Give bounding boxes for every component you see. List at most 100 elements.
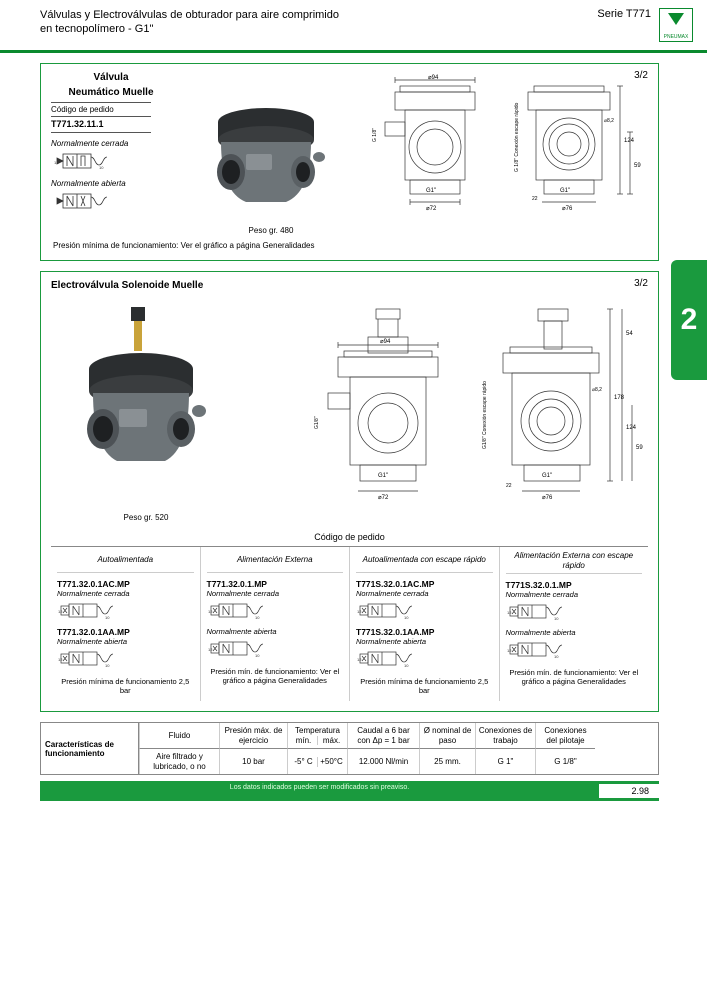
product-state: Normalmente abierta — [506, 628, 643, 637]
col-header: Autoalimentada — [57, 551, 194, 573]
series-label: Serie T771 — [597, 8, 651, 20]
tech-drawing-side-2: 178 124 59 54 ⌀76 G1" ⌀8,2 G1/8" Conexió… — [478, 299, 648, 522]
char-value-cell: -5° C+50°C — [287, 749, 347, 774]
order-column: Autoalimentada con escape rápido T771S.32… — [349, 547, 499, 701]
svg-text:12: 12 — [208, 647, 213, 652]
char-header-cell: Ø nominal de paso — [419, 723, 475, 749]
product-code: T771S.32.0.1AC.MP — [356, 579, 493, 589]
char-header-cell: Caudal a 6 bar con Δp = 1 bar — [347, 723, 419, 749]
svg-text:12: 12 — [54, 160, 59, 165]
char-value-cell: Aire filtrado y lubricado, o no — [139, 749, 219, 774]
symbol-icon: 1210 — [506, 640, 643, 660]
svg-text:124: 124 — [626, 425, 637, 431]
svg-text:10: 10 — [99, 165, 104, 170]
svg-text:10: 10 — [105, 615, 110, 620]
svg-text:10: 10 — [255, 615, 260, 620]
svg-text:⌀76: ⌀76 — [542, 495, 553, 501]
product-state: Normalmente cerrada — [356, 589, 493, 598]
char-header-cell: Conexiones del pilotaje — [535, 723, 595, 749]
header-rule — [0, 50, 707, 53]
footer-disclaimer: Los datos indicados pueden ser modificad… — [40, 784, 599, 798]
svg-text:59: 59 — [636, 445, 643, 451]
svg-text:G 1/8": G 1/8" — [372, 128, 378, 142]
header-line1: Válvulas y Electroválvulas de obturador … — [40, 8, 597, 22]
symbol-icon: 12 10 — [207, 639, 344, 659]
product-state: Normalmente abierta — [356, 637, 493, 646]
svg-text:⌀72: ⌀72 — [426, 206, 437, 212]
col-note: Presión mín. de funcionamiento: Ver el g… — [506, 668, 643, 686]
svg-text:10: 10 — [105, 663, 110, 668]
symbol-icon: 12 10 — [207, 601, 344, 621]
characteristics-table: Características de funcionamiento Fluido… — [40, 722, 659, 775]
tab-number: 2 — [681, 303, 698, 337]
svg-text:⌀8,2: ⌀8,2 — [604, 118, 614, 124]
symbol-icon: 12 10 — [356, 601, 493, 621]
valve-section-2: 3/2 Electroválvula Solenoide Muelle — [40, 271, 659, 712]
symbol-icon: 1210 — [356, 649, 493, 669]
symbol-icon: 12 10 — [57, 601, 194, 621]
svg-text:124: 124 — [624, 138, 635, 144]
weight-1: Peso gr. 480 — [191, 226, 351, 235]
tech-drawing-front-2: ⌀94 ⌀72 G1" G1/8" — [308, 299, 468, 522]
section2-title: Electroválvula Solenoide Muelle — [51, 280, 648, 291]
svg-text:54: 54 — [626, 331, 633, 337]
brand-name: PNEUMAX — [664, 34, 689, 40]
svg-text:G1/8" Conexión escape rápido: G1/8" Conexión escape rápido — [482, 381, 488, 449]
way-ratio: 3/2 — [634, 70, 648, 81]
char-value-cell: 10 bar — [219, 749, 287, 774]
char-value-cell: G 1" — [475, 749, 535, 774]
section1-title-l1: Válvula — [51, 72, 171, 83]
svg-text:10: 10 — [404, 663, 409, 668]
svg-text:⌀72: ⌀72 — [378, 495, 389, 501]
col-note: Presión mínima de funcionamiento 2,5 bar — [57, 677, 194, 695]
svg-text:10: 10 — [255, 653, 260, 658]
svg-text:12: 12 — [208, 609, 213, 614]
product-code: T771.32.0.1AC.MP — [57, 579, 194, 589]
code-header: Código de pedido — [51, 102, 151, 117]
svg-text:G1/8": G1/8" — [314, 416, 320, 429]
svg-text:12: 12 — [357, 609, 362, 614]
char-label: Características de funcionamiento — [41, 723, 139, 774]
order-column: AutoalimentadaT771.32.0.1AC.MPNormalment… — [51, 547, 200, 701]
svg-text:12: 12 — [507, 610, 512, 615]
svg-text:G 1/8" Conexión escape rápido: G 1/8" Conexión escape rápido — [514, 102, 520, 172]
state-na: Normalmente abierta — [51, 179, 181, 188]
order-column: Alimentación ExternaT771.32.0.1.MPNormal… — [200, 547, 350, 701]
symbol-icon: 1210 — [506, 602, 643, 622]
col-header: Alimentación Externa — [207, 551, 344, 573]
svg-text:G1": G1" — [542, 473, 552, 479]
svg-text:G1": G1" — [560, 188, 570, 194]
order-column: Alimentación Externa con escape rápidoT7… — [499, 547, 649, 701]
svg-text:12: 12 — [58, 609, 63, 614]
section1-note: Presión mínima de funcionamiento: Ver el… — [53, 241, 648, 250]
svg-text:⌀76: ⌀76 — [562, 206, 573, 212]
svg-text:22: 22 — [532, 196, 538, 202]
product-code: T771S.32.0.1AA.MP — [356, 627, 493, 637]
svg-text:178: 178 — [614, 395, 625, 401]
way-ratio-2: 3/2 — [634, 278, 648, 289]
col-note: Presión mín. de funcionamiento: Ver el g… — [207, 667, 344, 685]
symbol-icon: 12 10 — [57, 649, 194, 669]
char-header-cell: Fluido — [139, 723, 219, 749]
char-value-cell: G 1/8" — [535, 749, 595, 774]
col-note: Presión mínima de funcionamiento 2,5 bar — [356, 677, 493, 695]
valve-photo-2: Peso gr. 520 — [51, 299, 241, 522]
product-code: T771.32.0.1.MP — [207, 579, 344, 589]
svg-text:G1": G1" — [426, 188, 436, 194]
svg-text:10: 10 — [404, 615, 409, 620]
svg-text:10: 10 — [554, 654, 559, 659]
product-state: Normalmente cerrada — [506, 590, 643, 599]
product-state: Normalmente cerrada — [57, 589, 194, 598]
svg-text:59: 59 — [634, 163, 641, 169]
col-header: Autoalimentada con escape rápido — [356, 551, 493, 573]
char-header-cell: Temperaturamín.máx. — [287, 723, 347, 749]
svg-text:12: 12 — [58, 657, 63, 662]
header-title: Válvulas y Electroválvulas de obturador … — [40, 8, 597, 37]
char-header-cell: Conexiones de trabajo — [475, 723, 535, 749]
section1-title-l2: Neumático Muelle — [51, 87, 171, 98]
product-state: Normalmente abierta — [57, 637, 194, 646]
valve-photo-1: Peso gr. 480 — [191, 72, 351, 235]
char-header-cell: Presión máx. de ejercicio — [219, 723, 287, 749]
brand-logo: PNEUMAX — [659, 8, 693, 42]
valve-section-1: 3/2 Válvula Neumático Muelle Código de p… — [40, 63, 659, 261]
